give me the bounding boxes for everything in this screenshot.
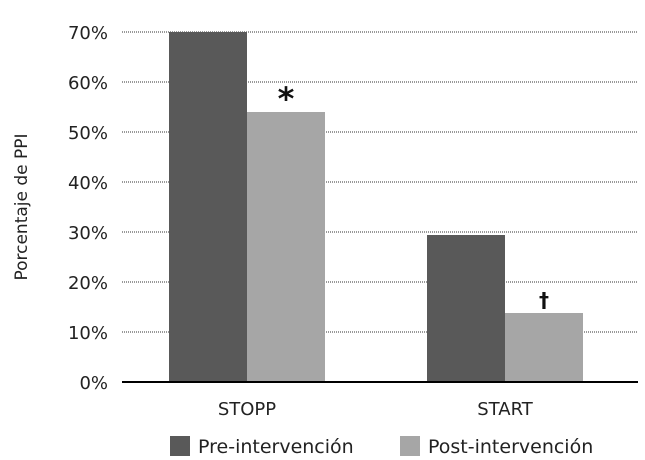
bar-annotations: *†: [278, 80, 549, 312]
bar-start-post: [505, 313, 583, 382]
y-tick-label: 70%: [68, 23, 108, 44]
y-axis-title: Porcentaje de PPI: [12, 133, 32, 280]
y-tick-label: 10%: [68, 323, 108, 344]
bars: [169, 32, 583, 382]
legend-label: Pre-intervención: [198, 436, 354, 458]
legend-swatch: [170, 436, 190, 456]
bar-stopp-pre: [169, 32, 247, 382]
bar-start-pre: [427, 235, 505, 382]
y-tick-label: 40%: [68, 173, 108, 194]
y-tick-label: 20%: [68, 273, 108, 294]
legend-label: Post-intervención: [428, 436, 593, 458]
bar-stopp-post: [247, 112, 325, 382]
legend: Pre-intervención Post-intervención: [170, 436, 593, 458]
x-category-label: START: [477, 399, 534, 420]
y-axis-ticks: 0% 10% 20% 30% 40% 50% 60% 70%: [68, 23, 108, 394]
legend-swatch: [400, 436, 420, 456]
y-tick-label: 60%: [68, 73, 108, 94]
y-tick-label: 0%: [79, 373, 108, 394]
significance-marker: †: [539, 288, 549, 312]
significance-marker: *: [278, 80, 295, 118]
y-tick-label: 30%: [68, 223, 108, 244]
x-category-label: STOPP: [218, 399, 276, 420]
x-axis-categories: STOPP START: [218, 399, 534, 420]
y-tick-label: 50%: [68, 123, 108, 144]
